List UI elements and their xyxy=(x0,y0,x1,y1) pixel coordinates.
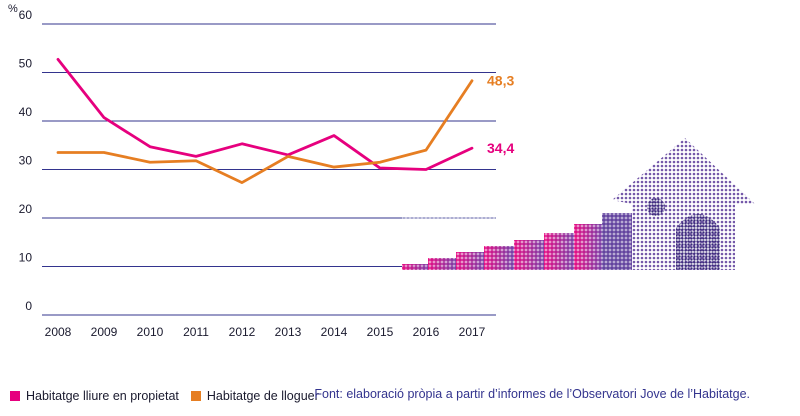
x-tick-label: 2013 xyxy=(275,325,302,339)
x-axis: 2008 2009 2010 2011 2012 2013 2014 2015 2016 2017 xyxy=(45,325,486,339)
legend-item-propietat: Habitatge lliure en propietat xyxy=(10,389,179,403)
y-tick-label: 40 xyxy=(19,105,33,119)
x-tick-label: 2010 xyxy=(137,325,164,339)
source-note: Font: elaboració pròpia a partir d’infor… xyxy=(314,387,750,401)
y-axis: 0 10 20 30 40 50 60 xyxy=(19,8,33,313)
x-tick-label: 2008 xyxy=(45,325,72,339)
legend-swatch xyxy=(10,391,20,401)
series-lines xyxy=(56,58,474,184)
y-tick-label: 50 xyxy=(19,57,33,71)
house-illustration xyxy=(402,138,755,270)
x-tick-label: 2014 xyxy=(321,325,348,339)
end-value-label: 34,4 xyxy=(487,140,514,156)
legend-label: Habitatge lliure en propietat xyxy=(26,389,179,403)
legend-swatch xyxy=(190,391,201,401)
y-tick-label: 10 xyxy=(19,251,33,265)
x-tick-label: 2012 xyxy=(229,325,256,339)
y-tick-label: 0 xyxy=(25,299,32,313)
x-tick-label: 2016 xyxy=(413,325,440,339)
series-line-1 xyxy=(56,79,474,184)
end-value-label: 48,3 xyxy=(487,73,514,89)
y-tick-label: 30 xyxy=(19,154,33,168)
x-tick-label: 2011 xyxy=(183,325,209,339)
legend-item-lloguer: Habitatge de lloguer xyxy=(190,389,319,403)
x-tick-label: 2009 xyxy=(91,325,118,339)
grid-lines xyxy=(42,23,496,316)
end-labels: 34,4 48,3 xyxy=(487,73,514,156)
legend: Habitatge lliure en propietat Habitatge … xyxy=(10,386,331,406)
x-tick-label: 2015 xyxy=(367,325,394,339)
x-tick-label: 2017 xyxy=(459,325,486,339)
y-tick-label: 20 xyxy=(19,202,33,216)
legend-label: Habitatge de lloguer xyxy=(206,389,319,403)
series-line-0 xyxy=(56,58,474,171)
y-tick-label: 60 xyxy=(19,8,33,22)
y-unit-label: % xyxy=(8,3,18,15)
